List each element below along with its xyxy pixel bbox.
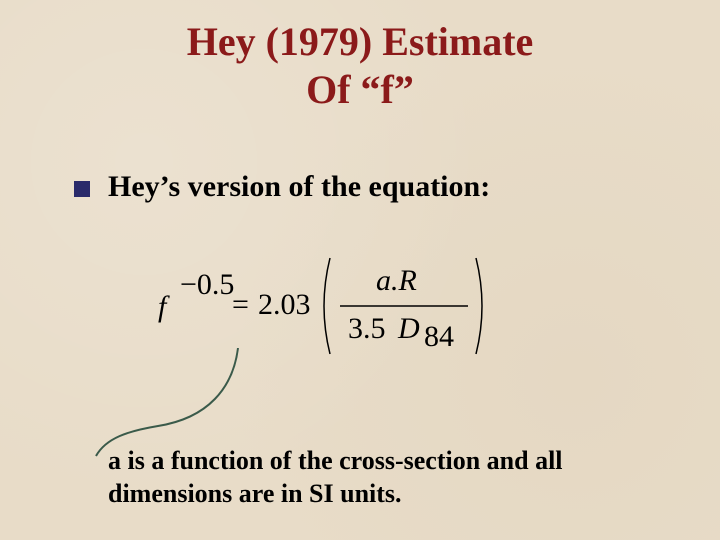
- title-line-1: Hey (1979) Estimate: [187, 19, 534, 64]
- equation: f −0.5 = 2.03 a.R 3.5 D 84: [150, 252, 550, 352]
- slide-title: Hey (1979) Estimate Of “f”: [0, 0, 720, 114]
- eq-numerator: a.R: [376, 264, 417, 297]
- eq-coefficient: 2.03: [258, 288, 311, 321]
- eq-paren-right: [476, 258, 482, 354]
- eq-lhs-exponent: −0.5: [180, 268, 234, 301]
- annotation-curve: [88, 348, 248, 458]
- eq-denom-sub: 84: [424, 320, 454, 353]
- equation-svg: f −0.5 = 2.03 a.R 3.5 D 84: [150, 252, 550, 362]
- eq-paren-left: [324, 258, 330, 354]
- eq-denom-coeff: 3.5: [348, 312, 386, 345]
- bullet-text: Hey’s version of the equation:: [108, 170, 490, 204]
- title-line-2: Of “f”: [306, 67, 414, 112]
- caption-text: a is a function of the cross-section and…: [108, 445, 648, 510]
- bullet-item: Hey’s version of the equation:: [74, 170, 490, 204]
- eq-lhs-base: f: [158, 290, 170, 323]
- curve-path: [96, 348, 238, 456]
- eq-equals: =: [232, 288, 249, 321]
- eq-denom-base: D: [397, 312, 420, 345]
- bullet-square-icon: [74, 181, 90, 197]
